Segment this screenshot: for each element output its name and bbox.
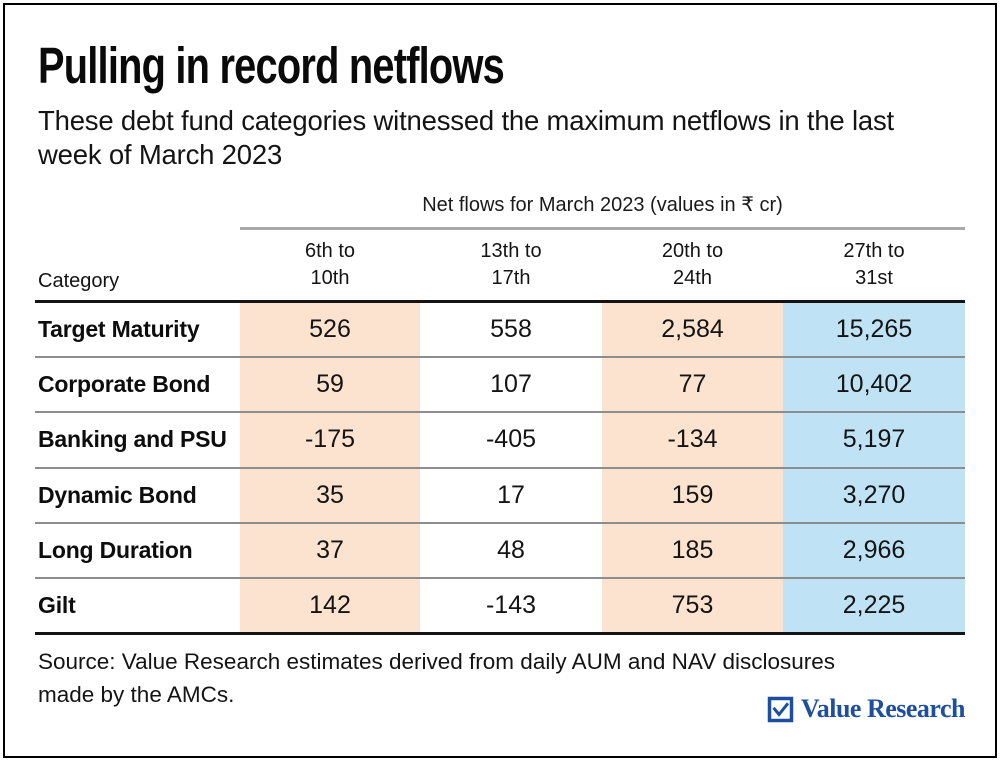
column-header-line1: 27th to xyxy=(843,240,905,262)
table-body: Target Maturity 526 558 2,584 15,265 Cor… xyxy=(35,303,965,633)
table-cell: 77 xyxy=(602,358,783,412)
table-cell: 59 xyxy=(240,358,420,412)
column-header-line2: 31st xyxy=(855,267,893,289)
column-header-week4: 27th to 31st xyxy=(783,232,965,300)
column-header-category: Category xyxy=(38,270,120,292)
table-cell: 2,966 xyxy=(783,523,965,577)
checkbox-check-icon xyxy=(767,696,794,722)
table-row-banking-and-psu: Banking and PSU -175 -405 -134 5,197 xyxy=(35,411,965,467)
table-cell: -175 xyxy=(240,413,420,467)
table-cell: -405 xyxy=(420,413,602,467)
table-group-header: Net flows for March 2023 (values in ₹ cr… xyxy=(422,194,783,216)
column-header-week2: 13th to 17th xyxy=(420,232,602,300)
table-cell: -134 xyxy=(602,413,783,467)
table-header-row: Category 6th to 10th 13th to 17th 20th t… xyxy=(35,232,965,300)
table-cell: 558 xyxy=(420,303,602,357)
table-row-target-maturity: Target Maturity 526 558 2,584 15,265 xyxy=(35,303,965,357)
table-cell: 107 xyxy=(420,358,602,412)
table-cell: 3,270 xyxy=(783,468,965,522)
value-research-logo: Value Research xyxy=(767,694,966,724)
table-cell: 15,265 xyxy=(783,303,965,357)
table-cell: 2,584 xyxy=(602,303,783,357)
table-row-gilt: Gilt 142 -143 753 2,225 xyxy=(35,576,965,633)
row-label: Dynamic Bond xyxy=(35,468,240,522)
logo-wordmark: Value Research xyxy=(800,694,966,723)
table-row-corporate-bond: Corporate Bond 59 107 77 10,402 xyxy=(35,356,965,412)
table-cell: 2,225 xyxy=(783,578,965,633)
table-cell: 48 xyxy=(420,523,602,577)
page-title: Pulling in record netflows xyxy=(38,37,505,94)
table-row-long-duration: Long Duration 37 48 185 2,966 xyxy=(35,521,965,577)
table-cell: 526 xyxy=(240,303,420,357)
row-label: Long Duration xyxy=(35,523,240,577)
column-header-week3: 20th to 24th xyxy=(602,232,783,300)
column-header-line1: 20th to xyxy=(661,240,724,262)
group-header-underline xyxy=(240,227,965,230)
table-bottom-rule xyxy=(35,632,965,635)
column-header-week1: 6th to 10th xyxy=(240,232,420,300)
row-label: Target Maturity xyxy=(35,303,240,357)
column-header-line1: 6th to xyxy=(304,240,356,262)
row-label: Corporate Bond xyxy=(35,358,240,412)
table-cell: -143 xyxy=(420,578,602,633)
page-subtitle: These debt fund categories witnessed the… xyxy=(38,105,894,170)
table-cell: 159 xyxy=(602,468,783,522)
table-cell: 185 xyxy=(602,523,783,577)
column-header-line2: 10th xyxy=(310,267,350,289)
table-row-dynamic-bond: Dynamic Bond 35 17 159 3,270 xyxy=(35,466,965,522)
row-label: Gilt xyxy=(35,578,240,633)
table-cell: 142 xyxy=(240,578,420,633)
column-header-line1: 13th to xyxy=(480,240,542,262)
source-note: Source: Value Research estimates derived… xyxy=(38,649,836,707)
table-cell: 10,402 xyxy=(783,358,965,412)
table-cell: 35 xyxy=(240,468,420,522)
header-rule xyxy=(35,300,965,303)
table-cell: 753 xyxy=(602,578,783,633)
row-label: Banking and PSU xyxy=(35,413,240,467)
column-header-line2: 24th xyxy=(673,267,712,289)
column-header-line2: 17th xyxy=(491,267,531,289)
table-cell: 37 xyxy=(240,523,420,577)
table-cell: 17 xyxy=(420,468,602,522)
table-cell: 5,197 xyxy=(783,413,965,467)
